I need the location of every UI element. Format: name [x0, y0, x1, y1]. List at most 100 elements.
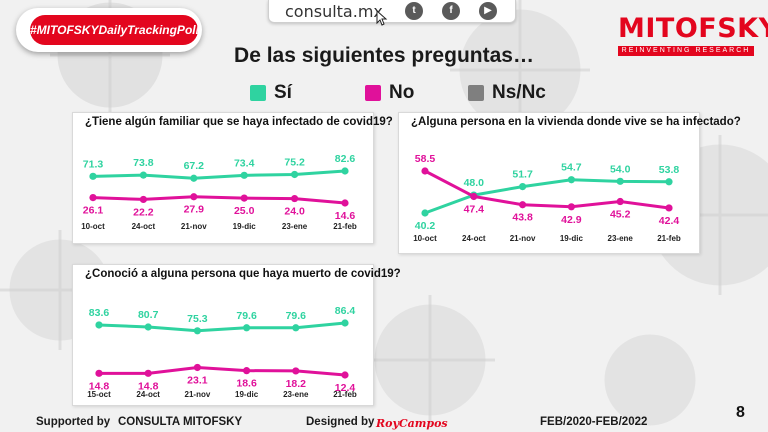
data-label-si: 80.7 [138, 309, 159, 321]
data-point-si [341, 167, 349, 175]
category-label: 15-oct [87, 390, 111, 399]
data-label-si: 83.6 [89, 307, 110, 319]
site-bar: consulta.mx t f ▶ [268, 0, 516, 23]
brand-logo: MITOFSKY REINVENTING RESEARCH [618, 13, 768, 56]
data-point-si [95, 321, 103, 329]
chart-title: ¿Alguna persona en la vivienda donde viv… [411, 116, 741, 128]
data-point-no [616, 197, 624, 206]
data-label-si: 53.8 [659, 164, 680, 176]
category-label: 21-feb [657, 234, 681, 243]
data-label-no: 14.6 [335, 210, 356, 222]
data-point-si [243, 324, 251, 332]
footer-period: FEB/2020-FEB/2022 [540, 416, 648, 428]
data-label-si: 48.0 [464, 177, 485, 189]
data-label-si: 79.6 [236, 310, 257, 322]
data-label-no: 42.4 [659, 215, 680, 227]
data-label-no: 43.8 [512, 212, 533, 224]
page-number: 8 [736, 404, 745, 421]
category-label: 10-oct [413, 234, 437, 243]
footer-supporters: CONSULTA MITOFSKY [118, 416, 243, 428]
data-point-si [519, 183, 527, 191]
chart-title: ¿Conoció a alguna persona que haya muert… [85, 268, 401, 280]
data-label-no: 18.6 [236, 378, 257, 390]
legend-si-label: Sí [274, 82, 292, 103]
category-label: 24-oct [462, 234, 486, 243]
data-label-si: 82.6 [335, 153, 356, 165]
data-point-si [240, 171, 248, 179]
data-point-si [421, 209, 429, 217]
data-label-si: 79.6 [286, 310, 307, 322]
footer-designer: RoyCampos [376, 417, 448, 430]
footer-supported-by: Supported by [36, 416, 111, 428]
site-url-link[interactable]: consulta.mx [285, 2, 383, 21]
line-chart-familiar: 71.3 73.8 67.2 73.4 75.2 82.6 26.1 22.2 27.9 25.0… [81, 153, 357, 231]
data-point-si [665, 178, 673, 186]
series-line-no [424, 169, 670, 210]
data-label-si: 86.4 [335, 305, 356, 317]
data-label-si: 73.8 [133, 157, 154, 169]
category-label: 10-oct [81, 222, 105, 231]
series-line-si [98, 321, 346, 333]
category-label: 19-dic [233, 222, 257, 231]
category-label: 21-feb [333, 222, 357, 231]
category-label: 23-ene [282, 222, 308, 231]
data-label-no: 18.2 [286, 378, 307, 390]
data-point-si [89, 172, 97, 180]
legend-si-swatch [250, 85, 266, 101]
line-chart-vivienda: 40.2 48.0 51.7 54.7 54.0 53.8 58.5 47.4 43.8 42.9… [413, 153, 681, 243]
category-label: 21-nov [510, 234, 536, 243]
data-point-no [567, 203, 575, 211]
hashtag-badge: #MITOFSKYDailyTrackingPoll [16, 8, 202, 52]
data-point-no [95, 369, 103, 377]
data-label-no: 23.1 [187, 374, 208, 386]
data-label-si: 54.0 [610, 163, 631, 175]
data-point-no [190, 193, 198, 201]
chart-title: ¿Tiene algún familiar que se haya infect… [85, 116, 393, 128]
data-point-no [144, 369, 152, 377]
data-point-si [139, 171, 147, 179]
data-point-si [193, 327, 201, 335]
data-label-no: 42.9 [561, 214, 582, 226]
data-label-no: 47.4 [464, 203, 485, 215]
chart-panel-vivienda: ¿Alguna persona en la vivienda donde viv… [398, 112, 741, 254]
data-point-no [665, 204, 673, 212]
data-point-si [144, 323, 152, 331]
category-label: 19-dic [235, 390, 259, 399]
legend-nsnc-swatch [468, 85, 484, 101]
facebook-icon[interactable]: f [442, 2, 460, 20]
series-line-no [92, 195, 346, 205]
data-point-no [291, 194, 299, 203]
category-label: 21-nov [181, 222, 207, 231]
data-label-si: 73.4 [234, 157, 255, 169]
data-label-no: 24.0 [284, 206, 305, 218]
data-point-no [243, 367, 251, 375]
legend-nsnc-label: Ns/Nc [492, 82, 546, 103]
data-point-si [292, 324, 300, 332]
data-label-no: 14.8 [138, 380, 159, 392]
category-label: 24-oct [136, 390, 160, 399]
youtube-icon[interactable]: ▶ [479, 2, 497, 20]
data-point-no [470, 192, 478, 201]
data-point-si [190, 174, 198, 182]
data-point-no [421, 167, 429, 175]
data-label-si: 40.2 [415, 220, 436, 232]
data-label-si: 51.7 [512, 169, 533, 181]
data-point-si [291, 170, 299, 179]
twitter-icon[interactable]: t [405, 2, 423, 20]
cursor-icon [376, 10, 388, 26]
data-point-no [292, 367, 300, 375]
data-label-no: 14.8 [89, 380, 110, 392]
data-point-no [193, 363, 201, 372]
brand-name: MITOFSKY [618, 13, 768, 44]
data-label-no: 58.5 [415, 153, 436, 165]
chart-panel-muerte: ¿Conoció a alguna persona que haya muert… [72, 264, 401, 406]
legend-no-label: No [389, 82, 415, 103]
data-point-si [341, 319, 349, 327]
data-point-no [519, 201, 527, 209]
data-label-no: 12.4 [335, 382, 356, 394]
line-chart-muerte: 83.6 80.7 75.3 79.6 79.6 86.4 14.8 14.8 23.1 18.6… [87, 305, 357, 399]
data-point-no [341, 199, 349, 207]
data-label-si: 75.2 [284, 156, 305, 168]
hashtag-text: #MITOFSKYDailyTrackingPoll [30, 15, 198, 45]
series-line-no [99, 365, 346, 377]
